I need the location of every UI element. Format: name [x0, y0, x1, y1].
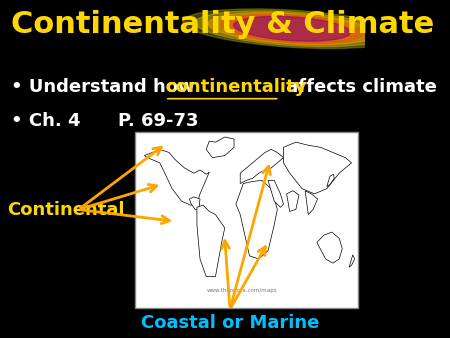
- Polygon shape: [317, 232, 342, 263]
- Ellipse shape: [221, 15, 363, 43]
- Ellipse shape: [183, 9, 401, 49]
- Polygon shape: [284, 142, 351, 194]
- Text: Continentality & Climate: Continentality & Climate: [11, 10, 434, 39]
- Text: Coastal or Marine: Coastal or Marine: [141, 314, 319, 332]
- Bar: [135, 132, 358, 308]
- Polygon shape: [349, 255, 355, 267]
- Polygon shape: [240, 149, 284, 184]
- Polygon shape: [287, 191, 299, 212]
- Polygon shape: [327, 174, 334, 187]
- Ellipse shape: [195, 11, 388, 47]
- Polygon shape: [144, 149, 209, 205]
- Polygon shape: [206, 137, 234, 158]
- Polygon shape: [236, 180, 277, 259]
- Polygon shape: [268, 180, 284, 207]
- Ellipse shape: [234, 16, 350, 41]
- Ellipse shape: [208, 13, 376, 45]
- Polygon shape: [197, 205, 225, 276]
- Text: • Understand how: • Understand how: [11, 78, 201, 96]
- Polygon shape: [305, 191, 318, 215]
- Text: www.theodora.com/maps: www.theodora.com/maps: [207, 288, 277, 292]
- Text: continentality: continentality: [165, 78, 306, 96]
- Text: • Ch. 4      P. 69-73: • Ch. 4 P. 69-73: [11, 112, 198, 129]
- Polygon shape: [189, 197, 200, 210]
- Text: Continental: Continental: [7, 200, 125, 219]
- Text: affects climate: affects climate: [279, 78, 436, 96]
